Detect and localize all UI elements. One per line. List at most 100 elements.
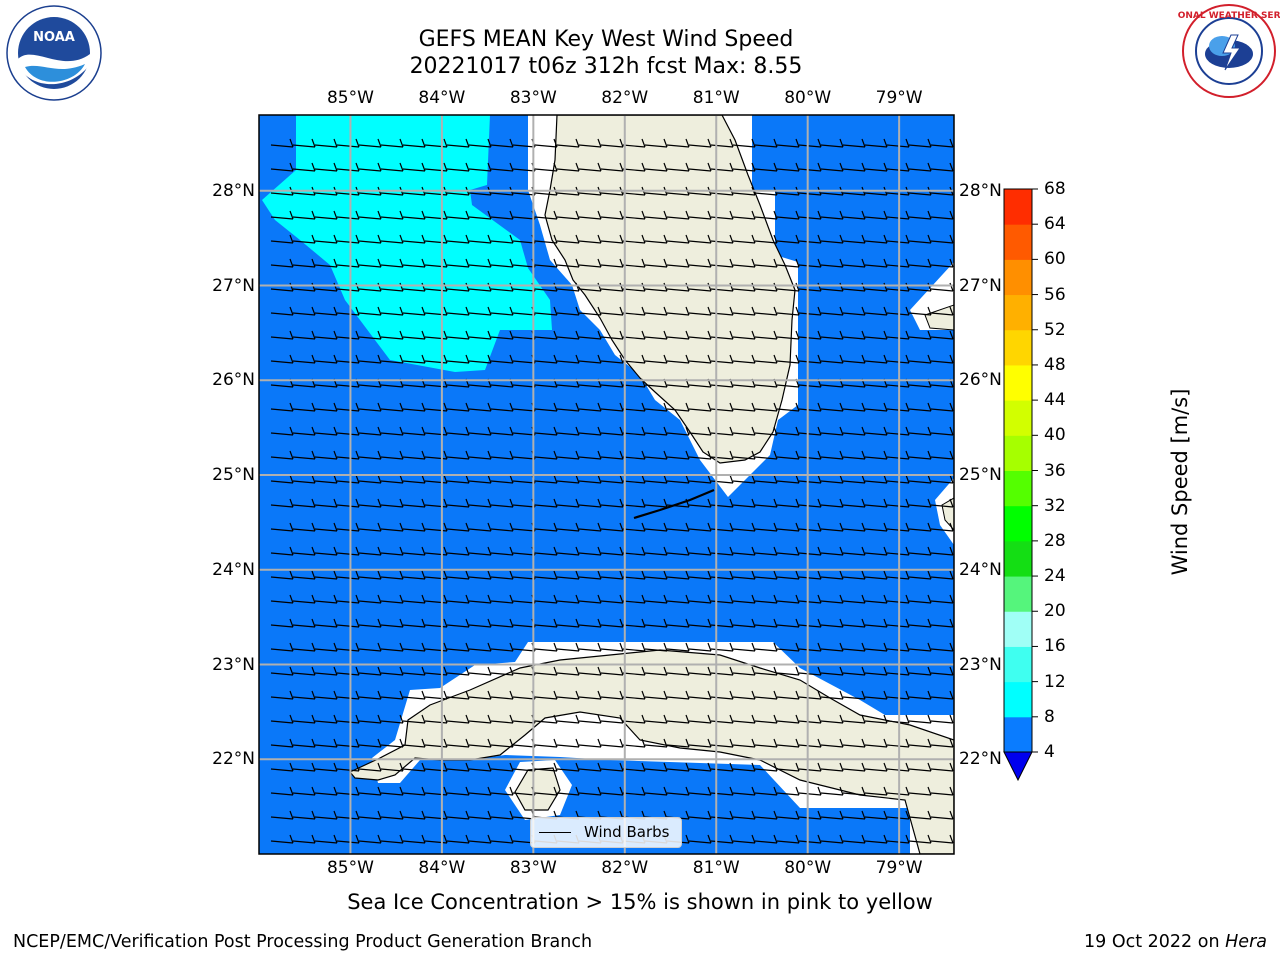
lat-tick-label: 24°N bbox=[959, 559, 1002, 580]
wind-barb bbox=[820, 234, 844, 244]
wind-barb bbox=[446, 714, 470, 724]
wind-barb bbox=[776, 330, 800, 340]
wind-barb bbox=[644, 330, 668, 340]
wind-barb bbox=[776, 618, 800, 628]
wind-barb bbox=[930, 282, 954, 292]
wind-barb bbox=[732, 210, 756, 220]
wind-barb bbox=[578, 450, 602, 460]
wind-barb bbox=[666, 210, 690, 220]
wind-barb bbox=[336, 642, 360, 652]
wind-barb bbox=[446, 138, 470, 148]
wind-barb bbox=[314, 402, 338, 412]
wind-barb bbox=[358, 810, 382, 820]
colorbar-tick-label: 60 bbox=[1044, 249, 1066, 270]
wind-barb bbox=[358, 666, 382, 676]
wind-barb bbox=[688, 594, 712, 604]
wind-barb bbox=[314, 162, 338, 172]
wind-barb bbox=[358, 642, 382, 652]
wind-barb bbox=[666, 306, 690, 316]
wind-barb bbox=[556, 258, 580, 268]
wind-barb bbox=[710, 546, 734, 556]
wind-barb bbox=[776, 546, 800, 556]
wind-barb bbox=[292, 210, 316, 220]
wind-barb bbox=[886, 642, 910, 652]
wind-barb bbox=[468, 498, 492, 508]
wind-barb bbox=[666, 354, 690, 364]
wind-barb bbox=[886, 762, 910, 772]
wind-barb bbox=[710, 138, 734, 148]
colorbar-label: Wind Speed [m/s] bbox=[1168, 388, 1192, 576]
wind-barb bbox=[864, 450, 888, 460]
wind-barb bbox=[622, 690, 646, 700]
wind-barb bbox=[710, 738, 734, 748]
wind-barb bbox=[468, 234, 492, 244]
wind-barb bbox=[270, 498, 294, 508]
wind-barb bbox=[534, 402, 558, 412]
wind-barb bbox=[732, 642, 756, 652]
wind-barb bbox=[644, 138, 668, 148]
wind-barb bbox=[336, 546, 360, 556]
wind-barb bbox=[930, 234, 954, 244]
wind-barb bbox=[864, 738, 888, 748]
noaa-logo-text: NOAA bbox=[33, 30, 75, 45]
wind-barb bbox=[622, 234, 646, 244]
wind-barb bbox=[908, 690, 932, 700]
wind-barb bbox=[490, 762, 514, 772]
wind-barb bbox=[556, 402, 580, 412]
wind-barb bbox=[776, 354, 800, 364]
wind-barb bbox=[732, 282, 756, 292]
colorbar-segment bbox=[1004, 540, 1032, 577]
wind-barb bbox=[402, 522, 426, 532]
wind-barb bbox=[490, 426, 514, 436]
wind-barb bbox=[688, 618, 712, 628]
wind-barb bbox=[380, 210, 404, 220]
colorbar-segment bbox=[1004, 224, 1032, 260]
wind-barb bbox=[820, 594, 844, 604]
wind-barb bbox=[754, 642, 778, 652]
wind-barb bbox=[644, 570, 668, 580]
wind-barb bbox=[468, 642, 492, 652]
wind-barb bbox=[776, 210, 800, 220]
wind-barb bbox=[402, 762, 426, 772]
wind-barb bbox=[358, 546, 382, 556]
wind-barb bbox=[732, 234, 756, 244]
wind-barb bbox=[292, 474, 316, 484]
wind-barb bbox=[490, 162, 514, 172]
wind-barb bbox=[380, 282, 404, 292]
wind-barb bbox=[358, 234, 382, 244]
wind-barb bbox=[930, 594, 954, 604]
wind-barb bbox=[446, 210, 470, 220]
lon-tick-label: 82°W bbox=[601, 858, 649, 878]
wind-barb bbox=[314, 546, 338, 556]
wind-barb bbox=[798, 810, 822, 820]
wind-barb bbox=[820, 810, 844, 820]
wind-barb bbox=[930, 450, 954, 460]
wind-barb bbox=[798, 834, 822, 844]
wind-barb bbox=[314, 570, 338, 580]
wind-barb bbox=[600, 618, 624, 628]
wind-barb bbox=[820, 546, 844, 556]
wind-barb bbox=[336, 234, 360, 244]
wind-barb bbox=[446, 594, 470, 604]
wind-barb bbox=[490, 666, 514, 676]
wind-barb bbox=[798, 426, 822, 436]
wind-barb bbox=[446, 786, 470, 796]
wind-barb bbox=[864, 210, 888, 220]
wind-barb bbox=[446, 618, 470, 628]
wind-barb bbox=[468, 474, 492, 484]
wind-barb bbox=[556, 642, 580, 652]
wind-barb bbox=[270, 330, 294, 340]
wind-barb bbox=[644, 162, 668, 172]
colorbar-tick-label: 4 bbox=[1044, 742, 1055, 762]
wind-barb bbox=[842, 762, 866, 772]
wind-barb bbox=[732, 690, 756, 700]
wind-barb bbox=[314, 474, 338, 484]
wind-barb bbox=[490, 786, 514, 796]
wind-barb bbox=[666, 474, 690, 484]
wind-barb bbox=[534, 690, 558, 700]
wind-barb bbox=[798, 210, 822, 220]
wind-barb bbox=[446, 306, 470, 316]
wind-barb bbox=[864, 138, 888, 148]
wind-barb bbox=[446, 570, 470, 580]
wind-barb bbox=[798, 522, 822, 532]
